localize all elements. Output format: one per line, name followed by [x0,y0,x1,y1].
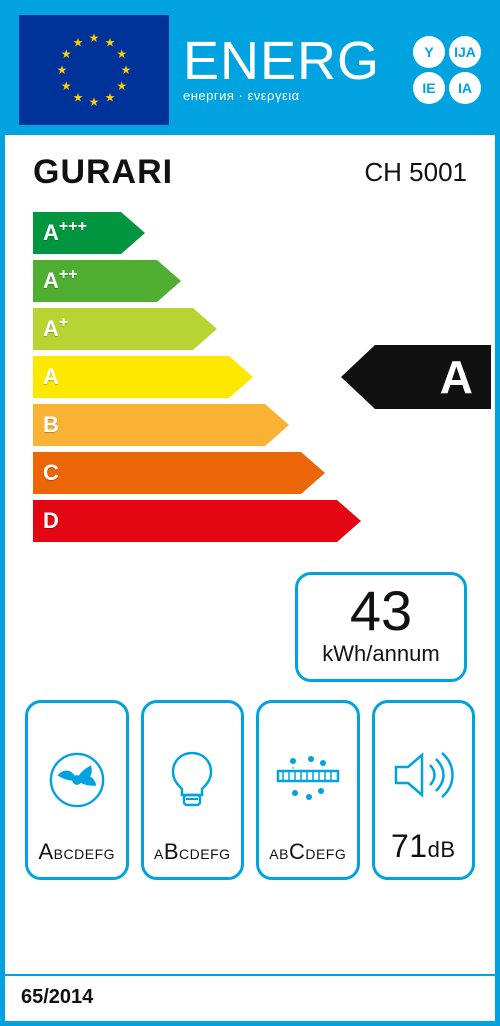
eu-flag: ★★★★★★★★★★★★ [19,15,169,125]
brand-row: GURARI CH 5001 [5,135,495,202]
consumption-unit: kWh/annum [308,641,454,667]
fluid-class-caption: ABCDEFG [38,839,115,865]
fan-icon [32,721,122,839]
energy-title: ENERG [183,37,380,86]
efficiency-chart: A+++A++A+ABCDA [5,202,495,562]
sub-ratings: ABCDEFG ABCDEFG [5,682,495,880]
consumption-box: 43 kWh/annum [295,572,467,682]
panel-fluid-efficiency: ABCDEFG [25,700,129,880]
efficiency-class-arrow: C [33,452,475,494]
grease-class-caption: ABCDEFG [269,839,346,865]
panel-noise: 71dB [372,700,476,880]
efficiency-class-arrow: A++ [33,260,475,302]
lang-badge: IJA [449,36,481,68]
consumption-value: 43 [308,583,454,639]
header: ★★★★★★★★★★★★ ENERG енергия · ενεργεια Y … [5,5,495,135]
lang-badge: IE [413,72,445,104]
model-number: CH 5001 [364,157,467,188]
efficiency-class-arrow: D [33,500,475,542]
regulation-footer: 65/2014 [5,974,495,1021]
bulb-icon [148,721,238,839]
efficiency-class-arrow: A+ [33,308,475,350]
energy-label: ★★★★★★★★★★★★ ENERG енергия · ενεργεια Y … [0,0,500,1026]
lighting-class-caption: ABCDEFG [154,839,231,865]
assigned-class-pointer: A [341,345,491,409]
speaker-icon [379,721,469,828]
noise-value-caption: 71dB [391,828,456,865]
panel-grease-filtering: ABCDEFG [256,700,360,880]
efficiency-class-arrow: B [33,404,475,446]
energy-lang-badges: Y IJA IE IA [413,36,481,104]
filter-icon [263,721,353,839]
lang-badge: IA [449,72,481,104]
brand-name: GURARI [33,153,173,192]
panel-lighting-efficiency: ABCDEFG [141,700,245,880]
efficiency-class-arrow: A+++ [33,212,475,254]
lang-badge: Y [413,36,445,68]
